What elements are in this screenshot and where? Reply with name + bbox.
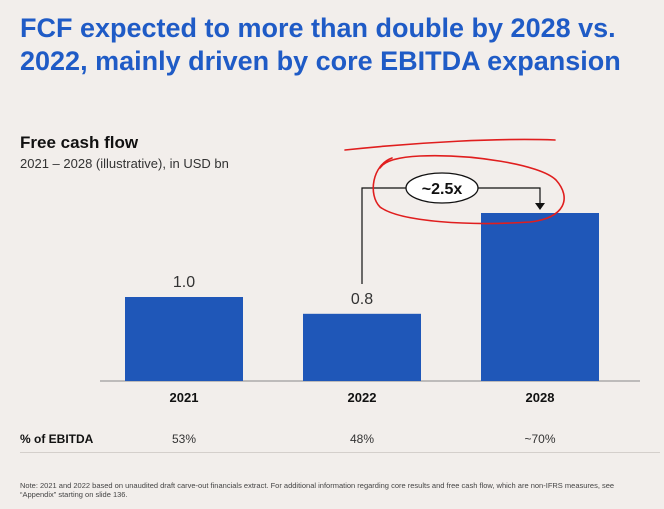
- value-label-2021: 1.0: [173, 274, 195, 291]
- chart-subtitle: 2021 – 2028 (illustrative), in USD bn: [20, 156, 229, 171]
- ebitda-row-label: % of EBITDA: [20, 432, 94, 446]
- growth-multiple: ~2.5x: [422, 181, 463, 198]
- category-label-2021: 2021: [170, 390, 199, 405]
- footnote: Note: 2021 and 2022 based on unaudited d…: [20, 481, 615, 499]
- value-label-2022: 0.8: [351, 291, 373, 308]
- category-label-2022: 2022: [348, 390, 377, 405]
- ebitda-2022: 48%: [349, 432, 375, 446]
- red-pen-stroke: [344, 138, 556, 151]
- bar-2028: [481, 213, 599, 381]
- chart-title: Free cash flow: [20, 133, 139, 152]
- row-separator: [20, 452, 660, 453]
- growth-arrowhead: [535, 203, 545, 210]
- fcf-bar-chart: 1.0 0.8 2021 2022 2028 ~2.5x: [100, 138, 640, 405]
- headline: FCF expected to more than double by 2028…: [20, 13, 621, 76]
- ebitda-2028: ~70%: [524, 432, 556, 446]
- red-pen-circle: [372, 154, 565, 225]
- bar-2022: [303, 313, 421, 381]
- growth-oval: [405, 172, 479, 204]
- bar-2021: [125, 297, 243, 381]
- category-label-2028: 2028: [526, 390, 555, 405]
- ebitda-2021: 53%: [171, 432, 197, 446]
